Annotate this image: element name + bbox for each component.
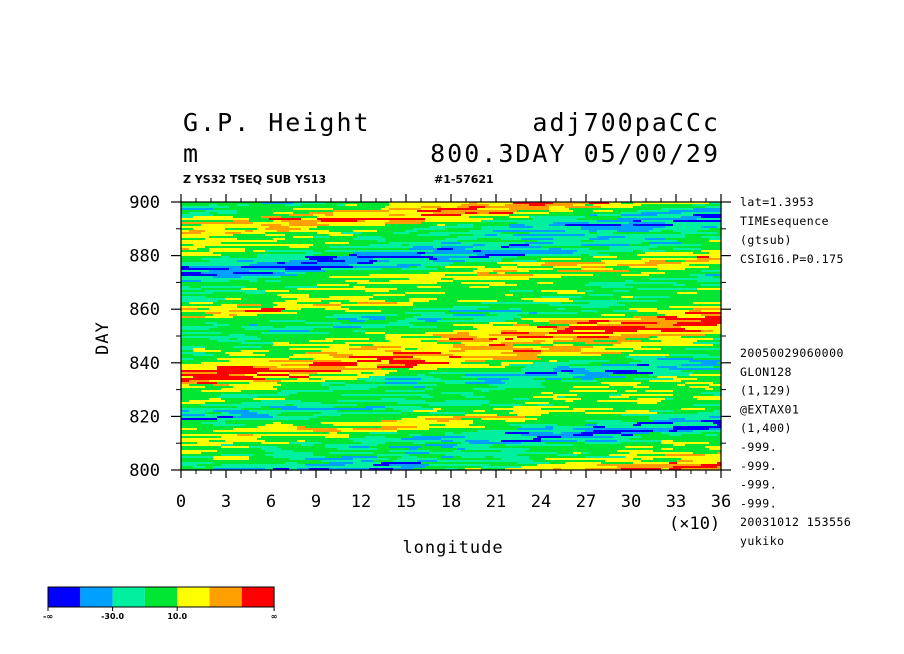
x-tick-label: 3 [221,492,231,512]
info-line: (1,400) [740,421,792,435]
x-tick-label: 6 [266,492,276,512]
info-line: -999. [740,478,777,492]
x-tick-label: 0 [176,492,186,512]
y-tick-label: 820 [129,407,160,427]
info-line: @EXTAX01 [740,402,799,416]
info-panel-top: lat=1.3953 TIMEsequence (gtsub) CSIG16.P=0.… [740,195,844,266]
info-line: -999. [740,440,777,454]
y-tick-label: 860 [129,300,160,320]
info-line: 20050029060000 [740,346,844,360]
colorbar-swatch [112,587,145,607]
chart-run-name: adj700paCCc [532,108,720,137]
x-tick-label: 18 [441,492,461,512]
info-line: CSIG16.P=0.175 [740,252,844,266]
info-line: -999. [740,496,777,510]
info-line: (gtsub) [740,233,792,247]
y-axis: 800 820 840 860 880 900 [129,193,731,481]
chart-subtitle-left: Z YS32 TSEQ SUB YS13 [183,173,326,186]
info-line: GLON128 [740,365,792,379]
x-tick-label: 9 [311,492,321,512]
y-tick-label: 840 [129,354,160,374]
chart-title: G.P. Height [183,108,371,137]
x-tick-label: 21 [486,492,506,512]
colorbar-label: 10.0 [167,612,187,621]
x-axis-label: longitude [402,538,503,558]
x-axis-multiplier: (×10) [669,514,720,534]
colorbar-label: -30.0 [101,612,124,621]
colorbar-swatch [209,587,242,607]
colorbar: -∞ -30.0 10.0 ∞ [43,586,278,621]
colorbar-label: -∞ [43,612,53,621]
colorbar-swatch [80,587,113,607]
info-line: (1,129) [740,384,792,398]
info-line: yukiko [740,534,785,548]
x-tick-label: 15 [396,492,416,512]
x-tick-label: 12 [351,492,371,512]
colorbar-swatch [177,587,210,607]
colorbar-swatch [241,587,275,607]
colorbar-label: ∞ [271,612,278,621]
y-tick-label: 880 [129,247,160,267]
x-tick-label: 30 [621,492,641,512]
x-tick-label: 33 [666,492,686,512]
y-axis-label: DAY [93,321,113,355]
colorbar-swatch [48,587,81,607]
chart-subtitle-right: #1-57621 [434,173,494,186]
y-tick-label: 900 [129,193,160,213]
chart-units: m [183,139,200,168]
heatmap-field [181,202,722,471]
info-line: lat=1.3953 [740,195,814,209]
x-tick-label: 24 [531,492,551,512]
info-line: -999. [740,459,777,473]
chart-time-info: 800.3DAY 05/00/29 [430,139,720,168]
info-line: 20031012 153556 [740,515,851,529]
colorbar-frame [47,586,275,608]
x-tick-label: 36 [711,492,731,512]
colorbar-swatch [144,587,178,607]
info-panel-bottom: 20050029060000 GLON128 (1,129) @EXTAX01 (1,4… [740,346,851,548]
x-tick-label: 27 [576,492,596,512]
y-tick-label: 800 [129,461,160,481]
x-axis: 0 3 6 9 12 15 18 21 24 27 30 33 36 [176,194,731,512]
info-line: TIMEsequence [740,214,829,228]
